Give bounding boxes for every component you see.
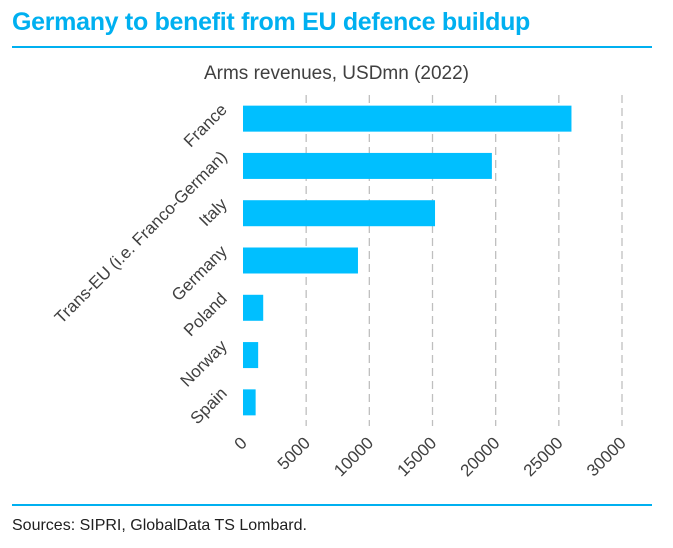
chart-title: Arms revenues, USDmn (2022) bbox=[203, 63, 470, 84]
category-label-0: France bbox=[180, 100, 231, 151]
gridlines bbox=[305, 95, 623, 426]
category-label-2: Italy bbox=[195, 194, 231, 230]
bars bbox=[243, 105, 572, 416]
x-tick-label-0: 0 bbox=[231, 433, 251, 453]
category-label-1: Trans-EU (i.e. Franco-German) bbox=[51, 147, 231, 327]
bar-3 bbox=[243, 247, 358, 274]
bar-5 bbox=[243, 342, 259, 369]
category-label-5: Norway bbox=[177, 336, 232, 391]
x-tick-label-5: 25000 bbox=[520, 433, 567, 480]
x-tick-label-4: 20000 bbox=[457, 433, 504, 480]
x-tick-label-2: 10000 bbox=[330, 433, 377, 480]
bottom-divider bbox=[12, 504, 652, 506]
bar-1 bbox=[243, 152, 492, 179]
x-tick-label-1: 5000 bbox=[274, 433, 314, 473]
source-note: Sources: SIPRI, GlobalData TS Lombard. bbox=[12, 517, 307, 534]
bar-0 bbox=[243, 105, 572, 132]
bar-2 bbox=[243, 200, 436, 227]
x-tick-label-3: 15000 bbox=[393, 433, 440, 480]
page-title: Germany to benefit from EU defence build… bbox=[12, 8, 531, 36]
category-label-6: Spain bbox=[187, 384, 231, 428]
top-divider bbox=[12, 46, 652, 48]
x-tick-labels: 0 5000 10000 15000 20000 25000 30000 bbox=[231, 433, 630, 480]
bar-4 bbox=[243, 294, 264, 321]
x-tick-label-6: 30000 bbox=[583, 433, 630, 480]
bar-6 bbox=[243, 389, 256, 416]
